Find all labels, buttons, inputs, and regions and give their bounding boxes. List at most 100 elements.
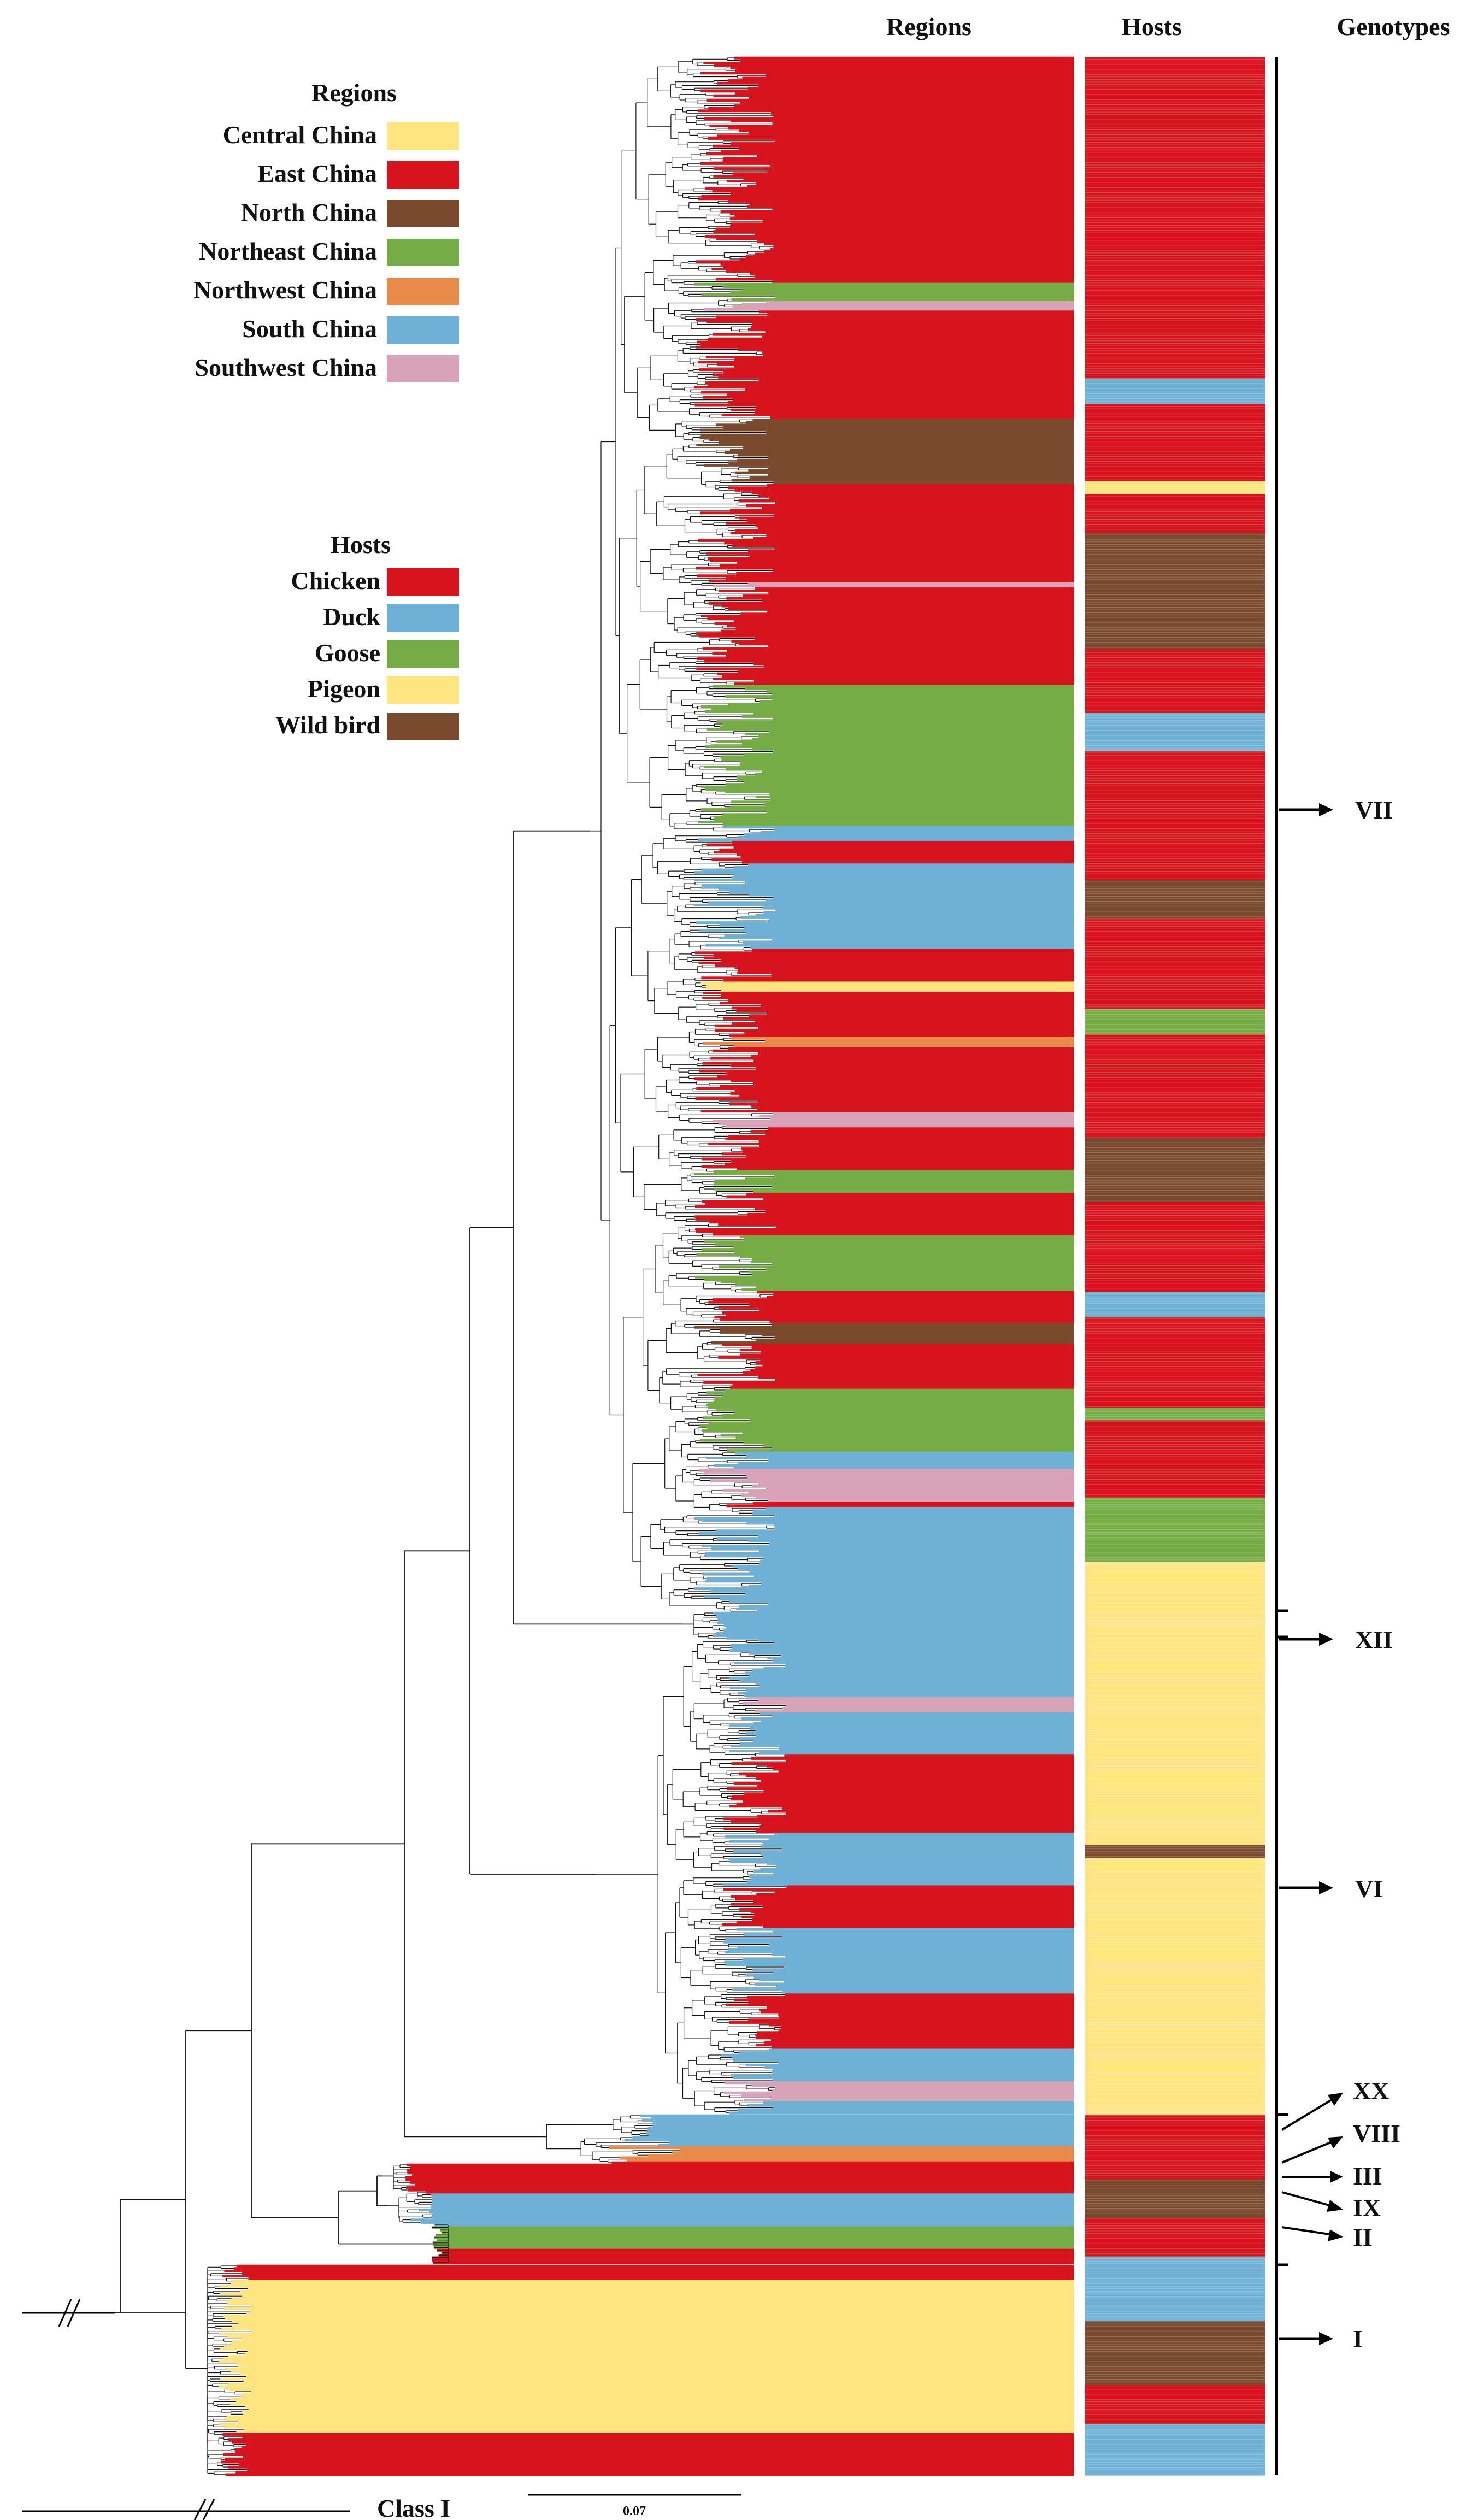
tip-color-bar (723, 370, 1074, 374)
tip-color-bar (729, 217, 1074, 221)
tip-color-bar (742, 1150, 1074, 1153)
tip-color-bar (734, 1250, 1074, 1253)
tip-color-bar (232, 2325, 1074, 2328)
tip-color-bar (704, 660, 1074, 663)
tip-color-bar (738, 348, 1074, 351)
tip-color-bar (738, 1692, 1074, 1695)
tip-color-bar (722, 1817, 1074, 1821)
tip-color-bar (765, 1132, 1074, 1135)
tip-color-bar (750, 273, 1074, 276)
regions-column-header: Regions (886, 13, 971, 40)
tip-color-bar (747, 2104, 1074, 2107)
tip-color-bar (768, 456, 1074, 460)
tip-color-bar (227, 2300, 1074, 2303)
tip-color-bar (713, 677, 1074, 680)
tip-color-bar (735, 1436, 1074, 1440)
tip-color-bar (738, 2109, 1074, 2112)
tip-color-bar (732, 1006, 1074, 1010)
tip-color-bar (680, 2148, 1074, 2152)
tip-color-bar (758, 378, 1074, 381)
tip-color-bar (761, 1582, 1074, 1585)
tip-color-bar (224, 2345, 1074, 2348)
tip-color-bar (729, 1840, 1074, 1843)
tip-color-bar (718, 375, 1074, 379)
tip-color-bar (772, 2106, 1074, 2110)
tip-color-bar (432, 2226, 1074, 2229)
tip-color-bar (734, 358, 1074, 361)
tip-color-bar (773, 717, 1074, 721)
tip-color-bar (709, 579, 1074, 582)
tip-color-bar (772, 1446, 1074, 1450)
tip-color-bar (747, 582, 1074, 585)
tip-color-bar (419, 2208, 1074, 2211)
tip-color-bar (748, 2001, 1074, 2004)
tip-color-bar (722, 1414, 1074, 1417)
tip-color-bar (743, 594, 1074, 598)
tip-color-bar (754, 1913, 1074, 1916)
tip-color-bar (722, 826, 1074, 829)
tip-color-bar (766, 1506, 1074, 1510)
tip-color-bar (769, 1321, 1074, 1324)
tip-color-bar (786, 1885, 1074, 1888)
tip-color-bar (753, 1870, 1074, 1873)
tip-color-bar (730, 509, 1074, 512)
tip-color-bar (763, 1444, 1074, 1447)
tip-color-bar (767, 1764, 1074, 1768)
tip-color-bar (755, 914, 1074, 917)
tip-color-bar (740, 612, 1074, 615)
tip-color-bar (762, 599, 1074, 603)
tip-color-bar (726, 655, 1074, 658)
tip-color-bar (739, 642, 1074, 645)
strip-segment (1085, 1009, 1265, 1035)
tip-color-bar (720, 1330, 1074, 1334)
tip-color-bar (700, 1110, 1074, 1113)
tip-color-bar (647, 2127, 1074, 2130)
tip-color-bar (745, 1671, 1074, 1675)
tip-color-bar (726, 1313, 1074, 1316)
tip-color-bar (727, 625, 1074, 628)
tip-color-bar (219, 2423, 1074, 2426)
tip-color-bar (740, 1353, 1074, 1357)
tip-color-bar (763, 1789, 1074, 1793)
tip-color-bar (761, 2011, 1074, 2014)
tip-color-bar (751, 1273, 1074, 1276)
tip-color-bar (729, 1676, 1074, 1680)
tip-color-bar (228, 2438, 1074, 2441)
tip-color-bar (696, 667, 1074, 670)
tip-color-bar (720, 1085, 1074, 1088)
tip-color-bar (227, 2415, 1074, 2418)
tip-color-bar (755, 773, 1074, 776)
tip-color-bar (738, 454, 1074, 457)
tip-color-bar (744, 1792, 1074, 1795)
tip-color-bar (738, 1945, 1074, 1948)
tip-color-bar (225, 2473, 1074, 2476)
tip-color-bar (716, 237, 1074, 240)
tip-color-bar (736, 1928, 1074, 1931)
tip-color-bar (716, 672, 1074, 675)
tip-color-bar (737, 853, 1074, 856)
tip-color-bar (773, 896, 1074, 899)
tip-color-bar (716, 1632, 1074, 1635)
tip-color-bar (701, 1165, 1074, 1168)
tip-color-bar (731, 1903, 1074, 1906)
tip-color-bar (646, 2132, 1074, 2135)
tip-color-bar (696, 318, 1074, 321)
tip-color-bar (699, 634, 1074, 638)
tip-color-bar (762, 1333, 1074, 1336)
tip-color-bar (722, 1882, 1074, 1886)
tip-color-bar (734, 966, 1074, 969)
tip-color-bar (715, 315, 1074, 319)
tip-color-bar (696, 632, 1074, 635)
tip-color-bar (765, 1487, 1074, 1490)
tip-color-bar (706, 99, 1074, 102)
tip-color-bar (719, 923, 1074, 927)
tip-color-bar (716, 720, 1074, 723)
strip-segment (1085, 1420, 1265, 1498)
tip-color-bar (698, 539, 1074, 542)
tip-color-bar (724, 934, 1074, 937)
tip-color-bar (721, 994, 1074, 997)
tip-color-bar (734, 1782, 1074, 1785)
tip-color-bar (739, 516, 1074, 520)
tip-color-bar (747, 519, 1074, 522)
tip-color-bar (766, 74, 1074, 77)
